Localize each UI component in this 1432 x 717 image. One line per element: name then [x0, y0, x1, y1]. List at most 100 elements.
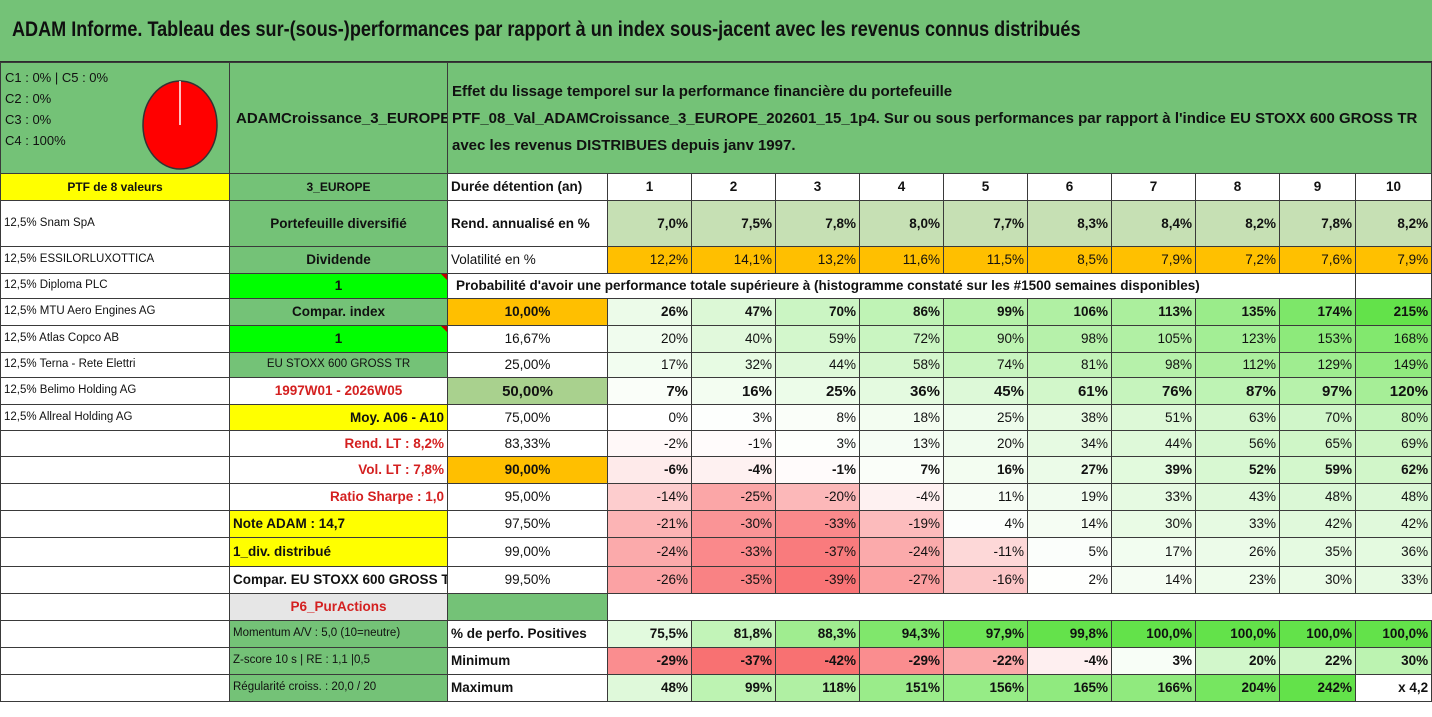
allocation-c2: C2 : 0%: [5, 91, 52, 106]
prob-value: -35%: [691, 566, 776, 594]
min-value: -29%: [859, 647, 944, 675]
vol-value: 11,5%: [943, 246, 1028, 274]
vol-value: 7,9%: [1111, 246, 1196, 274]
prob-value: 69%: [1354, 430, 1432, 457]
vol-value: 14,1%: [691, 246, 776, 274]
flag-value: 1: [229, 325, 448, 353]
empty-cell: [0, 593, 230, 621]
rend-value: 8,2%: [1195, 200, 1280, 247]
year-header: 9: [1279, 173, 1356, 201]
prob-value: -6%: [607, 456, 692, 484]
allocation-info: C1 : 0% | C5 : 0% C2 : 0% C3 : 0% C4 : 1…: [0, 62, 230, 174]
prob-value: 43%: [1195, 483, 1280, 511]
vol-value: 8,5%: [1027, 246, 1112, 274]
prob-value: -11%: [943, 537, 1028, 567]
prob-value: 52%: [1195, 456, 1280, 484]
prob-value: 44%: [775, 352, 860, 378]
prob-value: 65%: [1279, 430, 1356, 457]
vol-value: 12,2%: [607, 246, 692, 274]
prob-header: Probabilité d'avoir une performance tota…: [447, 273, 1356, 299]
pos-label: % de perfo. Positives: [447, 620, 608, 648]
prob-value: 42%: [1279, 510, 1356, 538]
prob-value: 33%: [1111, 483, 1196, 511]
prob-value: 3%: [775, 430, 860, 457]
vol-lt-label: Vol. LT : 7,8%: [229, 456, 448, 484]
prob-value: -26%: [607, 566, 692, 594]
pos-value: 100,0%: [1111, 620, 1196, 648]
max-value: 48%: [607, 674, 692, 702]
prob-value: 70%: [775, 298, 860, 326]
year-header: 8: [1195, 173, 1280, 201]
prob-value: 123%: [1195, 325, 1280, 353]
prob-value: 48%: [1279, 483, 1356, 511]
prob-value: 105%: [1111, 325, 1196, 353]
prob-value: 45%: [943, 377, 1028, 405]
prob-threshold: 97,50%: [447, 510, 608, 538]
prob-value: -1%: [691, 430, 776, 457]
max-value: x 4,2: [1354, 674, 1432, 702]
prob-value: -27%: [859, 566, 944, 594]
prob-value: 59%: [775, 325, 860, 353]
prob-value: -30%: [691, 510, 776, 538]
prob-value: 30%: [1279, 566, 1356, 594]
pos-value: 88,3%: [775, 620, 860, 648]
ptf-label: PTF de 8 valeurs: [0, 173, 230, 201]
prob-value: 14%: [1111, 566, 1196, 594]
momentum-label: Momentum A/V : 5,0 (10=neutre): [229, 620, 448, 648]
prob-value: 16%: [943, 456, 1028, 484]
effect-description: Effet du lissage temporel sur la perform…: [446, 62, 1432, 174]
compar-index-label: Compar. index: [229, 298, 448, 326]
prob-value: 40%: [691, 325, 776, 353]
zscore-label: Z-score 10 s | RE : 1,1 |0,5: [229, 647, 448, 675]
portfolio-name: ADAMCroissance_3_EUROPE_202601_15_1p4: [229, 62, 448, 174]
rend-value: 8,3%: [1027, 200, 1112, 247]
year-header: 5: [943, 173, 1028, 201]
prob-value: 174%: [1279, 298, 1356, 326]
duration-label: Durée détention (an): [447, 173, 608, 201]
max-label: Maximum: [447, 674, 608, 702]
min-value: -37%: [691, 647, 776, 675]
prob-threshold: 99,00%: [447, 537, 608, 567]
holding-name: 12,5% Terna - Rete Elettri: [0, 352, 230, 378]
pos-value: 100,0%: [1195, 620, 1280, 648]
prob-value: 2%: [1027, 566, 1112, 594]
prob-value: 36%: [859, 377, 944, 405]
rend-value: 8,2%: [1354, 200, 1432, 247]
year-header: 2: [691, 173, 776, 201]
effect-line-1: Effet du lissage temporel sur la perform…: [452, 82, 953, 100]
empty-cell: [0, 483, 230, 511]
prob-value: 7%: [607, 377, 692, 405]
prob-value: 51%: [1111, 404, 1196, 431]
index-name: EU STOXX 600 GROSS TR: [229, 352, 448, 378]
holding-name: 12,5% Belimo Holding AG: [0, 377, 230, 405]
allocation-c3: C3 : 0%: [5, 112, 52, 127]
region-label: 3_EUROPE: [229, 173, 448, 201]
year-header: 3: [775, 173, 860, 201]
rend-value: 8,0%: [859, 200, 944, 247]
prob-value: -33%: [691, 537, 776, 567]
prob-value: 61%: [1027, 377, 1112, 405]
rend-value: 7,8%: [775, 200, 860, 247]
empty-cell: [0, 537, 230, 567]
vol-value: 7,6%: [1279, 246, 1356, 274]
prob-value: 81%: [1027, 352, 1112, 378]
max-value: 165%: [1027, 674, 1112, 702]
prob-threshold: 10,00%: [447, 298, 608, 326]
max-value: 242%: [1279, 674, 1356, 702]
prob-value: 35%: [1279, 537, 1356, 567]
min-value: 30%: [1354, 647, 1432, 675]
prob-value: 26%: [1195, 537, 1280, 567]
moy-label: Moy. A06 - A10: [229, 404, 448, 431]
p6-swatch: [447, 593, 608, 621]
prob-value: 8%: [775, 404, 860, 431]
diversified-label: Portefeuille diversifié: [229, 200, 448, 247]
prob-value: 120%: [1354, 377, 1432, 405]
prob-value: 42%: [1354, 510, 1432, 538]
prob-value: 63%: [1195, 404, 1280, 431]
prob-value: 70%: [1279, 404, 1356, 431]
rend-value: 7,5%: [691, 200, 776, 247]
prob-value: 98%: [1027, 325, 1112, 353]
prob-value: 20%: [943, 430, 1028, 457]
pos-value: 100,0%: [1279, 620, 1356, 648]
